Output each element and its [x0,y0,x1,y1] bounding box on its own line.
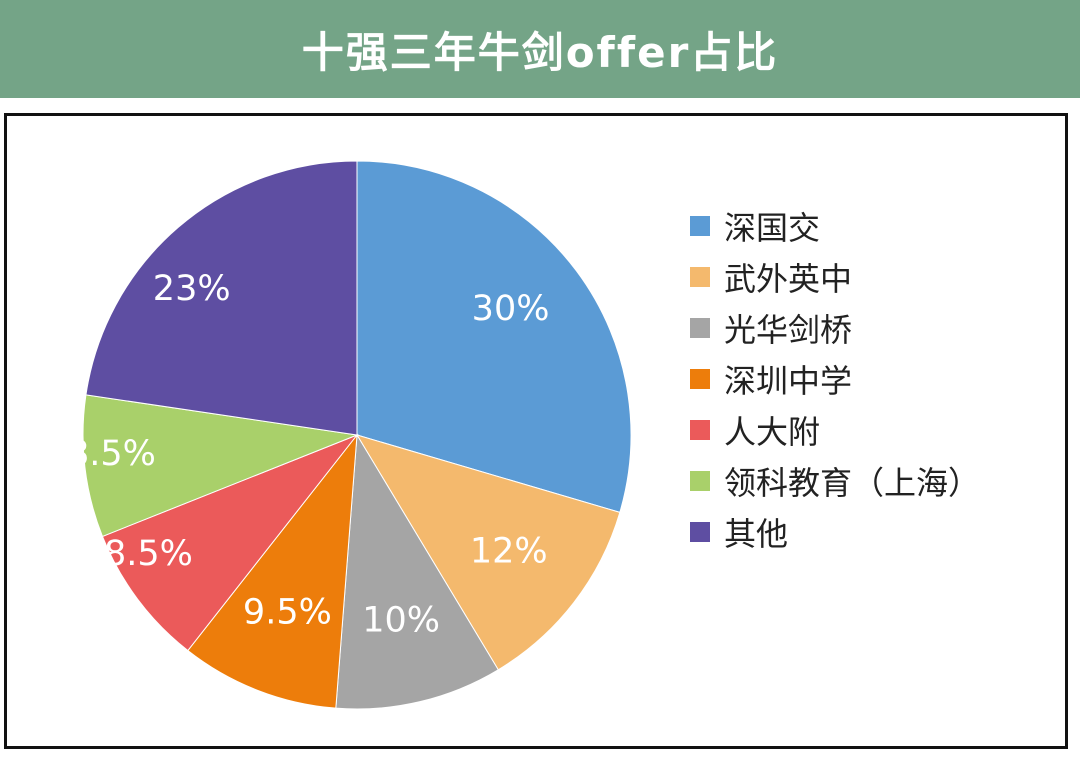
slice-label-6: 8.5% [67,434,156,474]
legend-item: 武外英中 [690,256,980,298]
slice-label-2: 12% [470,531,548,571]
pie-slice-6 [82,394,359,538]
legend-item: 其他 [690,511,980,553]
legend-label: 深圳中学 [724,361,853,400]
legend-item: 领科教育（上海） [690,460,981,502]
legend-label: 领科教育（上海） [724,463,981,502]
pie-slice-7 [85,160,358,436]
legend-swatch [690,470,710,491]
legend-label: 人大附 [724,412,821,451]
legend-label: 深国交 [724,208,821,247]
legend-item: 深圳中学 [690,358,980,400]
slice-label-3: 10% [362,601,440,641]
legend-swatch [690,317,710,338]
legend-item: 深国交 [690,205,980,247]
title-bar: 十强三年牛剑offer占比 [0,0,1080,98]
slice-label-1: 30% [472,289,550,329]
legend-swatch [690,215,710,236]
pie-slice-2 [355,434,621,671]
legend-item: 人大附 [690,409,980,451]
legend-swatch [690,521,710,542]
chart-legend: 深国交武外英中光华剑桥深圳中学人大附领科教育（上海） 其他 [690,205,980,562]
slice-label-5: 8.5% [104,534,193,574]
chart-title: 十强三年牛剑offer占比 [301,27,779,77]
legend-label: 武外英中 [724,259,853,298]
slice-label-4: 9.5% [243,593,332,633]
legend-label: 其他 [724,514,789,553]
legend-swatch [690,266,710,287]
legend-swatch [690,368,710,389]
legend-swatch [690,419,710,440]
slice-label-7: 23% [153,269,231,309]
pie-slice-3 [335,433,499,710]
legend-label: 光华剑桥 [724,310,853,349]
pie-slice-5 [101,433,359,652]
legend-item: 光华剑桥 [690,307,980,349]
pie-slice-4 [187,433,358,709]
pie-slice-1 [356,160,632,514]
